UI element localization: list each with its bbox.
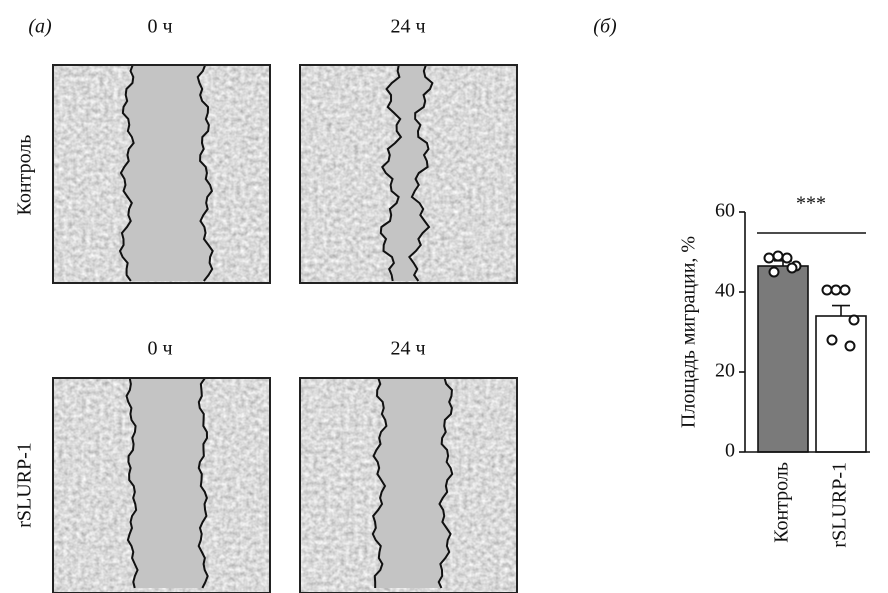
panel-label: (б)	[593, 16, 617, 38]
data-point	[846, 342, 855, 351]
data-point	[828, 336, 837, 345]
wound-gap	[120, 65, 213, 281]
y-tick-label: 20	[715, 360, 735, 382]
wound-gap	[373, 378, 452, 588]
bar	[816, 316, 866, 452]
data-point	[850, 316, 859, 325]
y-tick-label: 40	[715, 280, 735, 302]
time-label: 0 ч	[147, 16, 172, 38]
x-tick-label: rSLURP-1	[829, 462, 851, 548]
wound-gap	[127, 378, 208, 588]
error-bar	[832, 306, 850, 316]
data-point	[770, 268, 779, 277]
time-label: 24 ч	[390, 338, 425, 360]
figure: (а) 0 ч 24 ч 0 ч 24 ч Контроль rSLURP-1 …	[0, 0, 888, 593]
time-label: 0 ч	[147, 338, 172, 360]
data-point	[783, 254, 792, 263]
data-point	[832, 286, 841, 295]
panel-label: (а)	[28, 16, 52, 38]
y-axis-label: Площадь миграции, %	[678, 236, 700, 428]
time-label: 24 ч	[390, 16, 425, 38]
significance-label: ***	[796, 193, 826, 215]
x-tick-label: Контроль	[771, 462, 793, 543]
bar	[758, 266, 808, 452]
data-point	[788, 264, 797, 273]
row-label: rSLURP-1	[14, 442, 36, 528]
data-point	[774, 252, 783, 261]
data-point	[765, 254, 774, 263]
micrographs	[53, 65, 517, 593]
row-label: Контроль	[14, 135, 36, 216]
y-tick-label: 60	[715, 200, 735, 222]
data-point	[823, 286, 832, 295]
y-tick-label: 0	[725, 440, 735, 462]
data-point	[841, 286, 850, 295]
